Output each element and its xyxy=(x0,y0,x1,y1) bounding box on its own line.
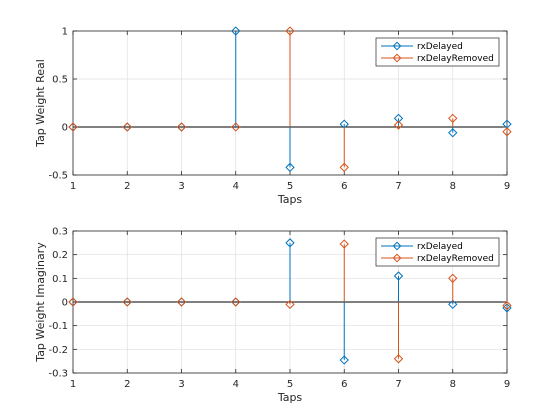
series-rxDelayRemoved xyxy=(68,26,512,172)
x-tick-label: 7 xyxy=(395,181,401,192)
legend-entry: rxDelayRemoved xyxy=(381,253,494,264)
stem-marker xyxy=(231,297,241,307)
stem-marker xyxy=(448,128,458,138)
y-tick-label: -0.3 xyxy=(48,369,68,380)
x-tick-label: 4 xyxy=(233,379,239,390)
stem-marker xyxy=(285,162,295,172)
legend-label: rxDelayed xyxy=(417,242,463,252)
stem-marker xyxy=(68,297,78,307)
stem-marker xyxy=(502,119,512,129)
legend-entry: rxDelayRemoved xyxy=(381,53,494,64)
x-tick-label: 5 xyxy=(287,181,293,192)
x-tick-label: 5 xyxy=(287,379,293,390)
y-tick-label: 0.1 xyxy=(52,274,68,285)
stem-marker xyxy=(68,122,78,132)
x-axis: 1 2 3 4 5 6 7 8 9 xyxy=(70,31,510,192)
stem-marker xyxy=(502,127,512,137)
stem-marker xyxy=(285,238,295,248)
x-axis-label: Taps xyxy=(277,391,303,404)
x-tick-label: 2 xyxy=(124,181,130,192)
x-axis: 1 2 3 4 5 6 7 8 9 xyxy=(70,231,510,390)
stem-marker xyxy=(122,297,132,307)
legend-marker xyxy=(392,241,402,251)
stem-marker xyxy=(393,354,404,364)
x-tick-label: 9 xyxy=(504,379,510,390)
y-tick-label: -0.1 xyxy=(48,321,68,332)
x-tick-label: 6 xyxy=(341,181,347,192)
y-axis-label: Tap Weight Imaginary xyxy=(34,242,47,363)
stem-marker xyxy=(176,297,187,307)
y-tick-label: 0.2 xyxy=(52,250,68,261)
x-tick-label: 2 xyxy=(124,379,130,390)
y-tick-label: -0.5 xyxy=(48,171,68,182)
legend-entry: rxDelayed xyxy=(381,41,463,52)
subplot-1: 1 2 3 4 5 6 7 8 9 -0.5 0 0.5 1 Taps Tap Weight Real rxD… xyxy=(34,26,512,206)
x-tick-label: 7 xyxy=(395,379,401,390)
stem-marker xyxy=(339,119,349,129)
stem-marker xyxy=(339,355,349,365)
y-tick-label: 0 xyxy=(62,123,68,134)
y-tick-label: 0.5 xyxy=(52,75,68,86)
legend-marker xyxy=(392,41,402,51)
stem-marker xyxy=(176,122,187,132)
stem-marker xyxy=(502,300,512,311)
subplot-2: 1 2 3 4 5 6 7 8 9 -0.3 -0.2 -0.1 0 0.1 0.2 0.3 Taps Tap W… xyxy=(34,227,512,404)
x-tick-label: 1 xyxy=(70,181,76,192)
stem-marker xyxy=(502,303,512,313)
x-tick-label: 3 xyxy=(178,379,184,390)
y-tick-label: 0.3 xyxy=(52,227,68,238)
x-tick-label: 6 xyxy=(341,379,347,390)
y-axis-label: Tap Weight Real xyxy=(34,59,47,148)
stem-marker xyxy=(285,26,295,36)
stem-marker xyxy=(231,122,241,132)
legend-entry: rxDelayed xyxy=(381,241,463,252)
stem-marker xyxy=(448,113,458,124)
x-tick-label: 8 xyxy=(450,379,456,390)
stem-marker xyxy=(122,122,132,132)
legend-label: rxDelayRemoved xyxy=(417,254,494,264)
stem-marker xyxy=(393,120,404,130)
stem-marker xyxy=(339,239,349,249)
stem-marker xyxy=(231,26,241,36)
x-tick-label: 9 xyxy=(504,181,510,192)
stem-marker xyxy=(285,299,295,310)
stem-marker xyxy=(393,113,404,124)
stem-marker xyxy=(448,273,458,284)
legend-label: rxDelayRemoved xyxy=(417,54,494,64)
x-tick-label: 3 xyxy=(178,181,184,192)
legend-marker xyxy=(392,53,402,63)
stem-marker xyxy=(393,271,404,281)
legend: rxDelayed rxDelayRemoved xyxy=(375,237,500,267)
series-rxDelayRemoved xyxy=(68,239,512,364)
x-axis-label: Taps xyxy=(277,193,303,206)
x-tick-label: 1 xyxy=(70,379,76,390)
legend-label: rxDelayed xyxy=(417,42,463,52)
y-axis: -0.3 -0.2 -0.1 0 0.1 0.2 0.3 xyxy=(48,227,507,380)
x-tick-label: 4 xyxy=(233,181,239,192)
x-tick-label: 8 xyxy=(450,181,456,192)
y-tick-label: 1 xyxy=(62,27,68,38)
stem-marker xyxy=(339,162,349,172)
y-tick-label: 0 xyxy=(62,298,68,309)
stem-marker xyxy=(448,299,458,310)
y-tick-label: -0.2 xyxy=(48,345,68,356)
legend-marker xyxy=(392,253,402,263)
legend: rxDelayed rxDelayRemoved xyxy=(375,37,500,67)
